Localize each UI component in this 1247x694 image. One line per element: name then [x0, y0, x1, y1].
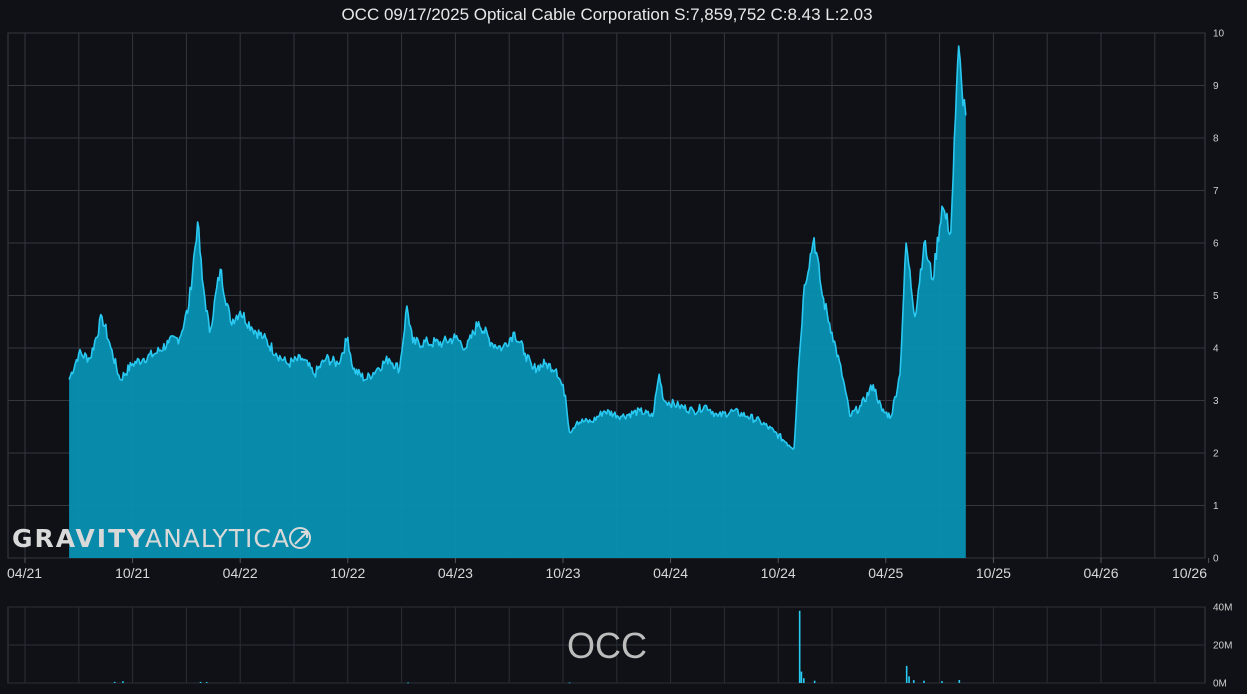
date-x-tick-label: 04/24 — [653, 565, 688, 581]
price-y-tick-label: 7 — [1213, 186, 1219, 197]
volume-bar — [803, 678, 805, 683]
volume-bar — [905, 665, 908, 683]
price-y-tick-label: 2 — [1213, 449, 1219, 460]
price-y-tick-label: 9 — [1213, 81, 1219, 92]
volume-grid — [8, 606, 1205, 684]
price-y-tick-label: 4 — [1213, 344, 1219, 355]
price-y-tick-label: 10 — [1213, 29, 1225, 40]
date-x-tick-label: 04/21 — [7, 565, 42, 581]
date-x-tick-label: 10/21 — [115, 565, 150, 581]
price-grid — [8, 32, 1205, 559]
volume-bar — [958, 679, 961, 683]
volume-bar — [122, 681, 124, 683]
volume-bar — [205, 682, 208, 683]
volume-bar — [908, 676, 910, 683]
watermark-bold-text: GRAVITY — [12, 524, 147, 553]
volume-y-tick-label: 20M — [1213, 641, 1232, 652]
volume-y-tick-label: 0M — [1213, 679, 1227, 690]
price-y-axis: 0 1 2 3 4 5 6 7 8 9 10 — [1213, 29, 1225, 565]
date-x-tick-label: 10/25 — [976, 565, 1011, 581]
date-x-tick-label: 10/24 — [761, 565, 796, 581]
volume-bar — [912, 680, 915, 683]
price-y-tick-label: 8 — [1213, 134, 1219, 145]
price-y-tick-label: 0 — [1213, 554, 1219, 565]
price-y-tick-label: 3 — [1213, 396, 1219, 407]
volume-bars — [113, 610, 961, 684]
price-area-fill — [69, 46, 966, 558]
price-series — [68, 45, 967, 558]
volume-bar — [113, 681, 116, 683]
date-x-tick-label: 04/23 — [438, 565, 473, 581]
date-x-tick-label: 04/22 — [223, 565, 258, 581]
price-y-tick-label: 1 — [1213, 501, 1219, 512]
date-x-tick-label: 10/22 — [330, 565, 365, 581]
volume-panel: OCC 0M 20M 40M — [7, 603, 1232, 690]
rocket-icon — [289, 527, 311, 549]
volume-bar — [813, 680, 816, 683]
volume-bar — [407, 682, 409, 684]
price-panel: 0 1 2 3 4 5 6 7 8 9 10 04/21 10/21 04/22 10/22 04/23 10… — [7, 29, 1225, 582]
price-line — [68, 45, 967, 450]
date-x-axis: 04/21 10/21 04/22 10/22 04/23 10/23 04/24 10/24… — [7, 558, 1210, 581]
price-y-tick-label: 6 — [1213, 239, 1219, 250]
volume-y-axis: 0M 20M 40M — [1213, 603, 1232, 690]
date-x-tick-label: 10/23 — [545, 565, 580, 581]
watermark-logo: GRAVITY ANALYTICA — [12, 524, 311, 553]
volume-bar — [941, 681, 943, 683]
volume-bar — [923, 680, 925, 683]
volume-bar — [568, 682, 571, 684]
date-x-tick-label: 04/26 — [1083, 565, 1118, 581]
volume-bar — [798, 610, 801, 683]
date-x-tick-label: 04/25 — [868, 565, 903, 581]
chart-title: OCC 09/17/2025 Optical Cable Corporation… — [341, 5, 872, 24]
volume-panel-label: OCC — [567, 625, 647, 666]
price-y-tick-label: 5 — [1213, 291, 1219, 302]
watermark-light-text: ANALYTICA — [145, 524, 290, 553]
date-x-tick-label: 10/26 — [1172, 565, 1207, 581]
volume-bar — [199, 681, 202, 683]
volume-bar — [800, 671, 803, 683]
volume-y-tick-label: 40M — [1213, 603, 1232, 614]
